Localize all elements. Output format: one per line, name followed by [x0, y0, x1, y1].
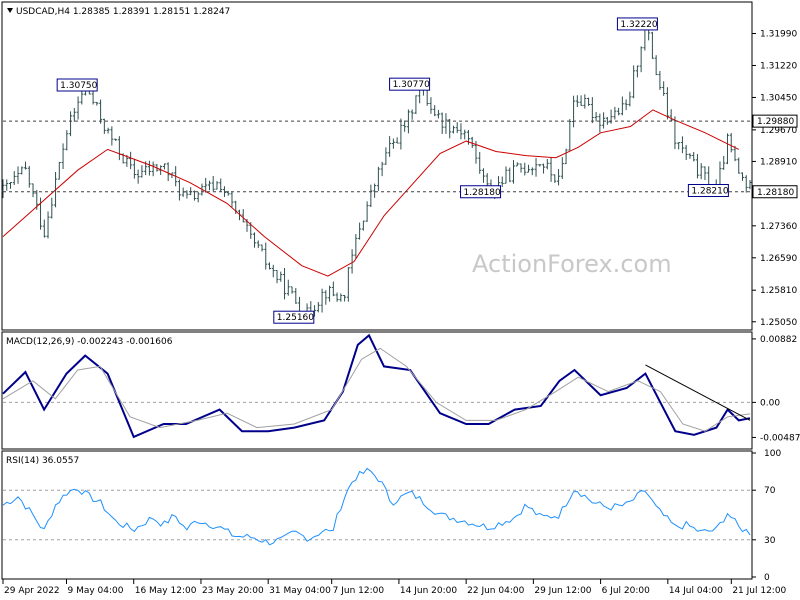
x-tick-label: 16 May 12:00: [135, 586, 197, 596]
macd-trendline: [645, 364, 751, 421]
rsi-tick-label: 0: [764, 573, 770, 583]
annotation-label: 1.32220: [620, 20, 657, 30]
macd-tick-label: 0.00: [760, 398, 780, 408]
annotation-box: [273, 310, 315, 324]
price-series: [1, 20, 752, 322]
macd-line: [2, 333, 751, 439]
x-tick-label: 23 May 20:00: [202, 586, 264, 596]
x-tick-label: 29 Apr 2022: [4, 586, 60, 596]
annotation-box: [616, 17, 658, 31]
x-tick-label: 14 Jul 04:00: [669, 586, 723, 596]
price-tick-label: 1.25050: [760, 318, 797, 328]
price-tick-label: 1.25810: [760, 286, 797, 296]
price-header: USDCAD,H4 1.28385 1.28391 1.28151 1.2824…: [16, 7, 230, 17]
x-tick-label: 22 Jun 04:00: [467, 586, 524, 596]
macd-signal-line: [2, 347, 751, 432]
macd-tick-label: -0.004872: [760, 433, 800, 443]
rsi-header: RSI(14) 36.0557: [6, 456, 79, 466]
x-tick-label: 31 May 04:00: [269, 586, 331, 596]
annotation-box: [56, 78, 98, 92]
x-tick-label: 21 Jul 12:00: [732, 586, 786, 596]
annotation-label: 1.30770: [393, 80, 430, 90]
x-tick-label: 29 Jun 12:00: [534, 586, 591, 596]
rsi-tick-label: 30: [764, 536, 776, 546]
annotation-label: 1.30750: [60, 81, 97, 91]
moving-average: [2, 109, 740, 277]
price-tick-label: 1.31990: [760, 29, 797, 39]
annotation-label: 1.28180: [464, 188, 501, 198]
rsi-panel-frame: [1, 450, 753, 580]
price-tick-label: 1.27360: [760, 222, 797, 232]
price-tick-label: 1.28910: [760, 157, 797, 167]
annotation-label: 1.25160: [277, 313, 314, 323]
level-badge: [752, 185, 798, 199]
level-badge-label: 1.29880: [757, 117, 794, 127]
axes: 1.31990 1.31220 1.30450 1.29670 1.28910 1.281…: [2, 29, 800, 596]
x-tick-label: 14 Jun 20:00: [400, 586, 457, 596]
x-tick-label: 6 Jul 20:00: [602, 586, 651, 596]
watermark: ActionForex.com: [472, 250, 672, 278]
x-tick-label: 7 Jun 12:00: [333, 586, 385, 596]
x-tick-label: 9 May 04:00: [67, 586, 123, 596]
rsi-series: [2, 467, 752, 546]
macd-tick-label: 0.00882: [760, 335, 797, 345]
price-panel-frame: [1, 1, 753, 331]
macd-series: [2, 333, 752, 439]
price-tick-label: 1.26590: [760, 254, 797, 264]
annotation-box: [389, 77, 431, 91]
annotation-box: [687, 184, 729, 198]
dropdown-triangle-icon: [7, 8, 13, 13]
price-tick-label: 1.29670: [760, 126, 797, 136]
level-badge: [752, 114, 798, 128]
annotation-label: 1.28210: [691, 187, 728, 197]
price-tick-label: 1.31220: [760, 61, 797, 71]
annotations: 1.30750 1.25160 1.30770 1.28180 1.32220 1.282…: [56, 17, 729, 324]
rsi-tick-label: 70: [764, 486, 776, 496]
rsi-line: [2, 467, 751, 546]
level-badge-label: 1.28180: [757, 188, 794, 198]
annotation-box: [460, 185, 502, 199]
macd-panel-frame: [1, 331, 753, 450]
rsi-tick-label: 100: [764, 449, 781, 459]
macd-header: MACD(12,26,9) -0.002243 -0.001606: [6, 337, 173, 347]
price-tick-label: 1.30450: [760, 93, 797, 103]
ma-line: [2, 109, 740, 277]
